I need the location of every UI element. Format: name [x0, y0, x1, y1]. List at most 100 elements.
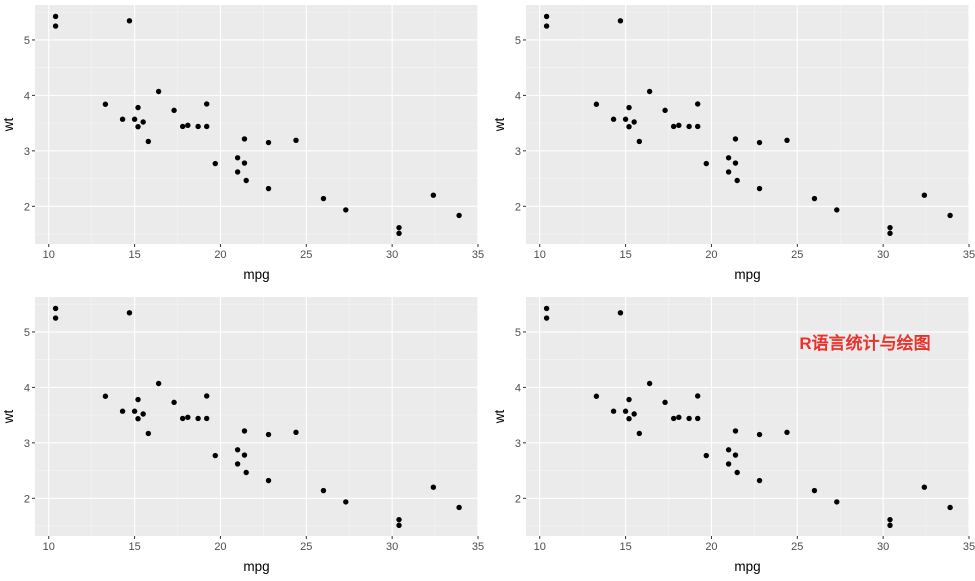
x-tick-label: 30 [877, 541, 889, 553]
data-point [126, 310, 133, 316]
data-point [456, 212, 462, 219]
x-tick-label: 35 [472, 541, 484, 553]
x-tick-label: 30 [877, 249, 889, 261]
data-point [593, 101, 600, 107]
panel-background [526, 297, 969, 536]
data-point [52, 305, 59, 312]
data-point [947, 504, 953, 511]
data-point [212, 160, 218, 167]
x-tick-label: 10 [534, 541, 546, 553]
data-point [430, 192, 437, 198]
data-point [610, 408, 617, 414]
data-point [195, 123, 201, 130]
data-point [456, 504, 462, 511]
data-point [171, 399, 177, 406]
data-point [131, 116, 138, 122]
data-point [725, 169, 732, 175]
watermark-text: R语言统计与绘图 [799, 333, 930, 353]
y-tick-label: 2 [515, 493, 521, 505]
data-point [947, 212, 953, 219]
data-point [126, 18, 133, 24]
y-tick-label: 2 [515, 201, 521, 213]
data-point [670, 415, 677, 422]
data-point [234, 155, 241, 161]
data-point [396, 230, 402, 236]
data-point [265, 477, 272, 484]
y-tick-label: 4 [24, 382, 30, 394]
data-point [887, 522, 893, 528]
x-tick-label: 15 [619, 249, 631, 261]
x-tick-label: 15 [619, 541, 631, 553]
x-tick-label: 20 [214, 249, 226, 261]
data-point [646, 88, 653, 95]
data-point [234, 169, 241, 175]
data-point [293, 429, 299, 436]
data-point [543, 315, 550, 321]
data-point [320, 195, 327, 202]
panel-3: 10 15 20 25 30 35 2 3 4 5 mpg wt [1, 297, 484, 574]
data-point [343, 499, 349, 505]
data-point [396, 522, 402, 528]
data-point [241, 136, 248, 142]
data-point [662, 107, 668, 114]
data-point [784, 137, 790, 144]
data-point [732, 160, 739, 166]
y-tick-label: 4 [515, 382, 521, 394]
data-point [676, 414, 682, 421]
data-point [636, 430, 643, 437]
panel-background [526, 5, 969, 244]
y-tick-label: 2 [24, 493, 30, 505]
x-tick-label: 15 [128, 249, 140, 261]
x-axis-title: mpg [243, 559, 269, 574]
x-tick-label: 30 [386, 541, 398, 553]
panel-background [35, 5, 478, 244]
data-point [662, 399, 668, 406]
data-point [185, 414, 191, 421]
x-tick-label: 35 [963, 249, 975, 261]
data-point [734, 469, 740, 476]
panel-2: 10 15 20 25 30 35 2 3 4 5 mpg wt [492, 5, 975, 282]
data-point [921, 192, 928, 198]
data-point [543, 23, 550, 29]
x-tick-label: 35 [963, 541, 975, 553]
data-point [243, 469, 249, 476]
data-point [887, 224, 893, 231]
data-point [135, 416, 141, 422]
data-point [732, 452, 739, 458]
y-tick-label: 5 [24, 35, 30, 47]
data-point [396, 224, 402, 231]
x-tick-label: 20 [705, 541, 717, 553]
data-point [695, 123, 701, 130]
data-point [622, 408, 629, 414]
x-tick-label: 25 [791, 541, 803, 553]
y-tick-label: 3 [24, 146, 30, 158]
x-tick-label: 20 [214, 541, 226, 553]
data-point [543, 305, 550, 312]
y-tick-label: 5 [24, 327, 30, 339]
data-point [617, 18, 624, 24]
data-point [171, 107, 177, 114]
y-tick-label: 4 [24, 90, 30, 102]
data-point [756, 431, 763, 438]
x-tick-label: 25 [791, 249, 803, 261]
data-point [543, 13, 550, 20]
data-point [195, 415, 201, 422]
data-point [732, 428, 739, 434]
y-axis-title: wt [492, 118, 507, 133]
data-point [52, 23, 59, 29]
data-point [617, 310, 624, 316]
y-tick-label: 3 [24, 438, 30, 450]
data-point [725, 155, 732, 161]
data-point [396, 516, 402, 523]
data-point [131, 408, 138, 414]
data-point [135, 396, 141, 403]
x-axis-title: mpg [243, 267, 269, 282]
x-tick-label: 10 [43, 249, 55, 261]
data-point [293, 137, 299, 144]
data-point [52, 13, 59, 20]
data-point [703, 452, 709, 459]
data-point [265, 431, 272, 438]
panel-1: 10 15 20 25 30 35 2 3 4 5 mpg wt [1, 5, 484, 282]
data-point [241, 160, 248, 166]
